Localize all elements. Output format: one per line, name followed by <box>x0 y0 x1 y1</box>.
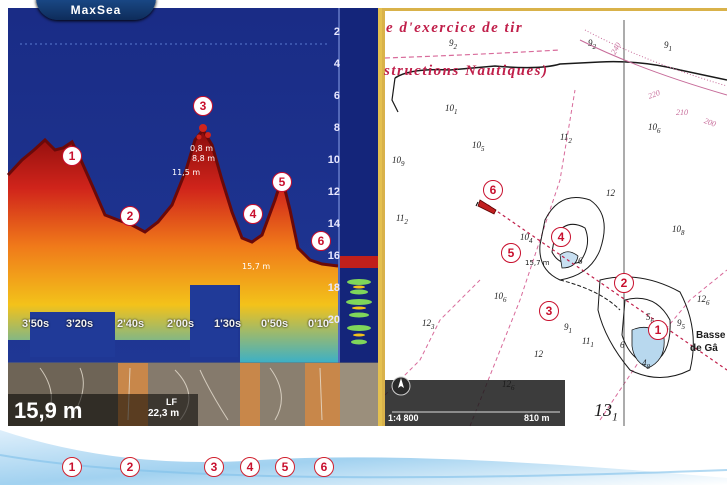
time-label: 0'50s <box>261 318 289 330</box>
chart-callout-6: 6 <box>483 180 503 200</box>
bottom-callout-4: 4 <box>240 457 260 477</box>
sounding: 106 <box>494 291 507 304</box>
current-depth: 15,9 m <box>14 398 83 423</box>
boat-depth-label: 15,7 m <box>525 259 550 267</box>
echogram-callout-1: 1 <box>62 146 82 166</box>
time-label: 3'50s <box>22 318 50 330</box>
peak-label: 11,5 m <box>172 168 201 177</box>
echogram-callout-2: 2 <box>120 206 140 226</box>
echogram-callout-5: 5 <box>272 172 292 192</box>
bottom-callout-5: 5 <box>275 457 295 477</box>
frequency-label: LF <box>166 397 177 407</box>
chart-zone-subtitle: structions Nautiques) <box>384 63 549 79</box>
bottom-callout-2: 2 <box>120 457 140 477</box>
sounding: 109 <box>392 155 405 168</box>
chart-callout-3: 3 <box>539 301 559 321</box>
sounding: 123 <box>422 318 435 331</box>
depth-label: 4 <box>333 58 340 70</box>
sounding: 111 <box>582 336 594 349</box>
sounding: 106 <box>648 122 661 135</box>
time-label: 1'30s <box>214 318 242 330</box>
chart-callout-1: 1 <box>648 320 668 340</box>
bottom-callout-6: 6 <box>314 457 334 477</box>
sounding: 126 <box>502 379 515 392</box>
depth-label: 16 <box>327 250 340 262</box>
chart-callout-4: 4 <box>551 227 571 247</box>
depth-label: 14 <box>327 218 340 230</box>
sounding: 91 <box>664 40 672 53</box>
echogram-callout-4: 4 <box>243 204 263 224</box>
depth-label: 10 <box>327 154 340 166</box>
sounding: 101 <box>445 103 458 116</box>
sounding: 105 <box>472 140 485 153</box>
echogram-callout-6: 6 <box>311 231 331 251</box>
sounding: 126 <box>697 294 710 307</box>
compass-tick: 210 <box>676 108 688 117</box>
time-label: 2'00s <box>167 318 195 330</box>
peak-label: 0,8 m <box>190 144 214 153</box>
sounding: 92 <box>449 38 457 51</box>
sounding: 12 <box>606 188 615 198</box>
place-name: Basse <box>696 330 726 341</box>
sounding: 48 <box>642 358 650 371</box>
place-name: de Gâ <box>690 343 718 354</box>
chart-callout-2: 2 <box>614 273 634 293</box>
sounding: 112 <box>396 213 408 226</box>
sounding: 108 <box>672 224 685 237</box>
sonar-panel <box>6 8 378 364</box>
frequency-depth: 22,3 m <box>148 408 180 419</box>
sounding: 104 <box>520 232 533 245</box>
depth-label: 12 <box>327 186 340 198</box>
sounding: 92 <box>588 38 596 51</box>
scale-ratio: 1:4 800 <box>388 413 419 423</box>
depth-label: 2 <box>333 26 340 38</box>
maxsea-logo: MaxSea <box>36 0 156 20</box>
sounding: 6 <box>620 340 625 350</box>
depth-label: 8 <box>333 122 340 134</box>
sounding: 91 <box>564 322 572 335</box>
chart-callout-5: 5 <box>501 243 521 263</box>
sounding: 12 <box>534 349 543 359</box>
depth-label: 20 <box>327 314 340 326</box>
depth-label: 6 <box>333 90 340 102</box>
sounding: 6 <box>578 256 583 266</box>
sounding: 95 <box>677 318 685 331</box>
echogram-callout-3: 3 <box>193 96 213 116</box>
peak-label: 15,7 m <box>242 262 271 271</box>
depth-label: 18 <box>327 282 340 294</box>
side-scan-strip <box>8 363 378 426</box>
sounding: 112 <box>560 132 572 145</box>
time-label: 2'40s <box>117 318 145 330</box>
scale-distance: 810 m <box>524 413 550 423</box>
time-label: 3'20s <box>66 318 94 330</box>
chart-zone-title: e d'exercice de tir <box>386 20 524 36</box>
time-label: 0'10 <box>308 318 329 330</box>
big-sounding: 131 <box>594 400 618 424</box>
bottom-callout-3: 3 <box>204 457 224 477</box>
chart-panel <box>382 8 727 427</box>
peak-label: 8,8 m <box>192 154 216 163</box>
bottom-callout-1: 1 <box>62 457 82 477</box>
